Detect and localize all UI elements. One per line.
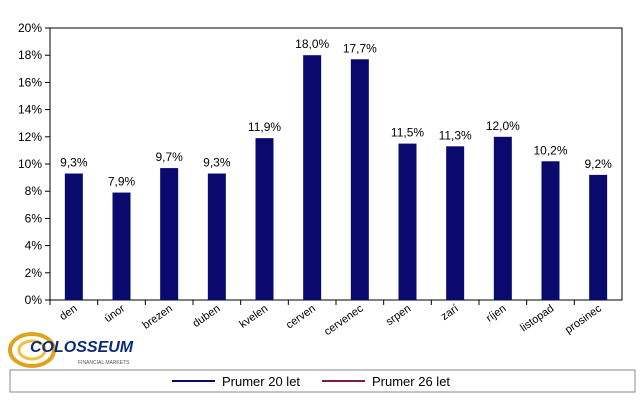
x-tick-label: ríjen [484, 303, 508, 325]
y-tick-label: 4% [25, 239, 43, 253]
logo-swoosh-inner-icon [17, 339, 47, 361]
x-axis-labels: den únor brezen duben kvelen cerven cervenec sr… [49, 300, 604, 338]
value-label: 9,2% [584, 157, 612, 171]
x-tick-label: duben [191, 303, 223, 330]
value-label: 12,0% [486, 119, 520, 133]
bar [64, 173, 83, 300]
colosseum-logo: COLOSSEUM FINANCIAL MARKETS [8, 332, 134, 368]
value-label: 9,3% [203, 156, 231, 170]
plot-area [49, 27, 623, 301]
x-tick-label: cervenec [322, 302, 366, 338]
value-label: 7,9% [108, 175, 136, 189]
y-tick-label: 16% [18, 75, 42, 89]
y-tick-label: 10% [18, 157, 42, 171]
logo-text: COLOSSEUM [30, 339, 134, 356]
y-tick-label: 12% [18, 130, 42, 144]
logo-subtext: FINANCIAL MARKETS [78, 360, 130, 366]
bar [350, 59, 369, 300]
legend-label-2: Prumer 26 let [372, 374, 450, 389]
legend-label-1: Prumer 20 let [222, 374, 300, 389]
value-label: 18,0% [295, 37, 329, 51]
bar [493, 136, 512, 300]
bars [64, 55, 608, 301]
bar [255, 138, 274, 300]
value-label: 11,3% [439, 128, 472, 142]
bar [589, 174, 608, 300]
y-tick-label: 14% [18, 103, 42, 117]
bar [303, 55, 322, 301]
value-labels: 9,3% 7,9% 9,7% 9,3% 11,9% 18,0% 17,7% 11,5% 11,3… [60, 37, 612, 188]
y-tick-label: 2% [25, 266, 43, 280]
x-tick-label: kvelen [237, 303, 270, 331]
y-tick-label: 6% [25, 211, 43, 225]
y-axis-ticks: 0% 2% 4% 6% 8% 10% 12% 14% 16% 18% 20% [18, 21, 50, 307]
x-tick-label: únor [102, 302, 127, 325]
bar [446, 146, 465, 300]
x-tick-label: den [58, 303, 80, 323]
bar [112, 192, 131, 300]
value-label: 17,7% [343, 41, 377, 55]
x-tick-label: listopad [518, 303, 556, 335]
bar [398, 143, 417, 300]
x-tick-label: srpen [384, 303, 413, 329]
x-tick-label: zarí [439, 303, 461, 323]
value-label: 11,5% [391, 126, 424, 140]
logo-swoosh-icon [8, 332, 56, 368]
y-tick-label: 0% [25, 293, 43, 307]
x-tick-label: brezen [140, 303, 174, 332]
value-label: 9,7% [155, 150, 183, 164]
y-tick-label: 18% [18, 48, 42, 62]
bar [207, 173, 226, 300]
x-tick-label: prosinec [563, 302, 604, 336]
bar [541, 161, 560, 300]
value-label: 10,2% [533, 143, 567, 157]
value-label: 11,9% [248, 120, 281, 134]
y-tick-label: 8% [25, 184, 43, 198]
y-tick-label: 20% [18, 21, 42, 35]
bar [160, 168, 179, 300]
value-label: 9,3% [60, 156, 88, 170]
x-tick-label: cerven [284, 303, 318, 332]
